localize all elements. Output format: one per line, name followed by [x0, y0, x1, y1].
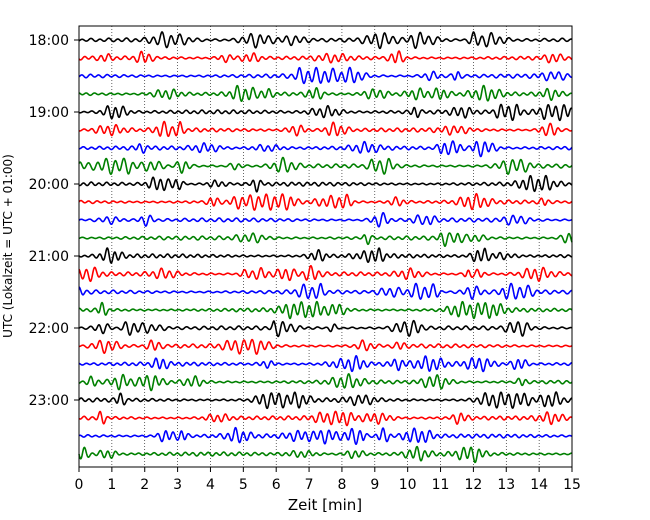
seismogram-trace	[78, 232, 573, 247]
plot-frame	[78, 25, 573, 468]
seismogram-trace	[78, 355, 573, 373]
seismogram-trace	[78, 410, 573, 427]
trace-group	[78, 31, 573, 464]
x-tick-label: 15	[563, 477, 581, 493]
seismogram-trace	[78, 31, 573, 50]
x-axis-title: Zeit [min]	[288, 496, 362, 514]
x-tick-label: 9	[370, 477, 379, 493]
x-tick-label: 11	[432, 477, 450, 493]
seismogram-trace	[78, 174, 573, 193]
plot-background	[79, 26, 572, 467]
y-tick-label: 18:00	[29, 33, 69, 49]
seismogram-trace	[78, 373, 573, 392]
seismogram-trace	[78, 391, 573, 410]
x-tick-label: 8	[337, 477, 346, 493]
seismogram-trace	[78, 300, 573, 320]
x-tick-label: 3	[173, 477, 182, 493]
x-axis: 0 1 2 3 4 5 6 7 8 9 10 11 12 13 14 15	[75, 467, 581, 493]
seismogram-trace	[78, 247, 573, 264]
y-tick-label: 21:00	[29, 249, 69, 265]
seismogram-trace	[78, 211, 573, 228]
x-tick-label: 10	[399, 477, 417, 493]
seismogram-trace	[78, 445, 573, 464]
seismogram-trace	[78, 50, 573, 64]
x-tick-label: 13	[497, 477, 515, 493]
seismogram-trace	[78, 156, 573, 176]
y-tick-label: 19:00	[29, 105, 69, 121]
seismogram-trace	[78, 66, 573, 85]
seismogram-trace	[78, 192, 573, 211]
seismogram-trace	[78, 338, 573, 355]
x-tick-label: 7	[305, 477, 314, 493]
y-tick-label: 23:00	[29, 393, 69, 409]
seismogram-trace	[78, 84, 573, 102]
x-tick-label: 5	[239, 477, 248, 493]
y-axis: 18:00 19:00 20:00 21:00 22:00 23:00	[29, 33, 79, 409]
x-tick-label: 14	[530, 477, 548, 493]
x-tick-label: 0	[75, 477, 84, 493]
y-axis-title: UTC (Lokalzeit = UTC + 01:00)	[1, 154, 15, 338]
seismogram-trace	[78, 282, 573, 300]
x-tick-label: 1	[107, 477, 116, 493]
seismogram-trace	[78, 319, 573, 338]
seismogram-trace	[78, 426, 573, 446]
x-tick-label: 4	[206, 477, 215, 493]
seismogram-trace	[78, 120, 573, 138]
x-tick-label: 2	[140, 477, 149, 493]
seismogram-trace	[78, 264, 573, 283]
seismogram-trace	[78, 140, 573, 158]
seismogram-trace	[78, 103, 573, 122]
x-tick-label: 12	[464, 477, 482, 493]
y-tick-label: 22:00	[29, 321, 69, 337]
x-tick-label: 6	[272, 477, 281, 493]
y-tick-label: 20:00	[29, 177, 69, 193]
